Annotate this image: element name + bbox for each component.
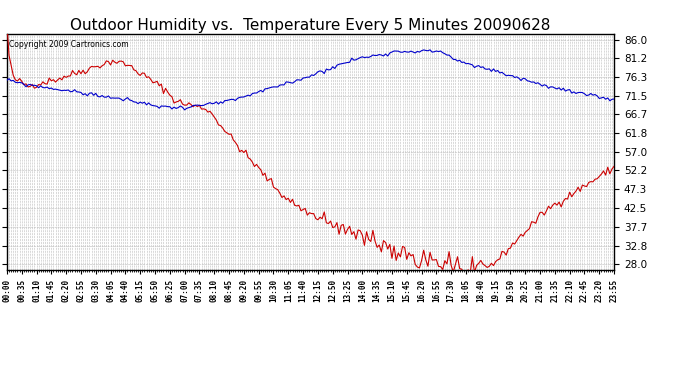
Title: Outdoor Humidity vs.  Temperature Every 5 Minutes 20090628: Outdoor Humidity vs. Temperature Every 5… [70,18,551,33]
Text: Copyright 2009 Cartronics.com: Copyright 2009 Cartronics.com [9,40,128,49]
